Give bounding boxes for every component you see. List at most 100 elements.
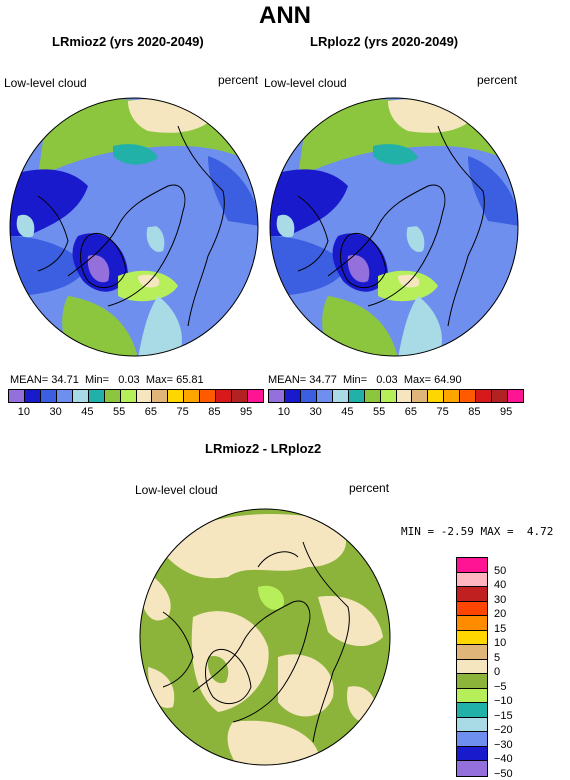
colorbar-swatch xyxy=(88,390,105,402)
colorbar-swatch xyxy=(168,390,185,402)
colorbar-swatch xyxy=(232,390,249,402)
colorbar-tick-label: −20 xyxy=(494,724,513,736)
panel1-units-label: percent xyxy=(218,73,259,87)
main-title: ANN xyxy=(259,2,311,29)
panel1-colorbar xyxy=(8,389,264,403)
colorbar-tick-label: 95 xyxy=(240,406,253,418)
colorbar-swatch xyxy=(444,390,461,402)
colorbar-swatch xyxy=(457,630,487,645)
colorbar-tick-label: −15 xyxy=(494,709,513,722)
colorbar-swatch xyxy=(457,659,487,674)
colorbar-tick-label: 30 xyxy=(309,406,322,418)
colorbar-swatch xyxy=(457,732,487,747)
colorbar-tick-label: 15 xyxy=(494,622,507,635)
colorbar-swatch xyxy=(457,674,487,689)
diff-stats: MIN = -2.59 MAX = 4.72 xyxy=(401,525,554,538)
colorbar-swatch xyxy=(104,390,121,402)
panel1-polar-map xyxy=(9,97,259,357)
colorbar-swatch xyxy=(457,572,487,587)
diff-colorbar-ticks: 50 40 30 20 15 10 5 0 −5 −10 −15 −20 −30 −40 −50 xyxy=(494,557,534,780)
colorbar-tick-label: 30 xyxy=(494,593,507,606)
panel2-colorbar-ticks: 10 30 45 55 65 75 85 95 xyxy=(268,404,522,420)
colorbar-swatch xyxy=(457,601,487,616)
panel2-title: LRploz2 (yrs 2020-2049) xyxy=(310,34,459,49)
diff-units-label: percent xyxy=(349,481,390,495)
colorbar-swatch xyxy=(300,390,317,402)
colorbar-swatch xyxy=(9,390,25,402)
colorbar-swatch xyxy=(457,558,487,573)
colorbar-swatch xyxy=(380,390,397,402)
colorbar-tick-label: −5 xyxy=(494,680,507,693)
colorbar-swatch xyxy=(152,390,169,402)
colorbar-tick-label: 65 xyxy=(144,406,157,418)
colorbar-tick-label: 55 xyxy=(373,406,386,418)
colorbar-swatch xyxy=(24,390,41,402)
colorbar-swatch xyxy=(364,390,381,402)
colorbar-swatch xyxy=(457,688,487,703)
colorbar-tick-label: 0 xyxy=(494,666,501,678)
colorbar-swatch xyxy=(492,390,509,402)
panel2-units-label: percent xyxy=(477,73,518,87)
colorbar-swatch xyxy=(476,390,493,402)
colorbar-swatch xyxy=(200,390,217,402)
diff-colorbar xyxy=(456,557,488,777)
diff-polar-map xyxy=(139,508,391,766)
colorbar-swatch xyxy=(332,390,349,402)
colorbar-swatch xyxy=(457,717,487,732)
colorbar-swatch xyxy=(40,390,57,402)
colorbar-swatch xyxy=(428,390,445,402)
panel1-stats: MEAN= 34.71 Min= 0.03 Max= 65.81 xyxy=(10,374,204,386)
panel1-variable-label: Low-level cloud xyxy=(4,76,87,90)
colorbar-tick-label: 5 xyxy=(494,651,501,664)
colorbar-swatch xyxy=(56,390,73,402)
diff-title: LRmioz2 - LRploz2 xyxy=(205,441,322,456)
colorbar-swatch xyxy=(412,390,429,402)
colorbar-swatch xyxy=(248,390,263,402)
panel2-polar-map xyxy=(269,97,519,357)
colorbar-swatch xyxy=(348,390,365,402)
colorbar-tick-label: 45 xyxy=(81,406,94,418)
diff-variable-label: Low-level cloud xyxy=(135,483,218,497)
colorbar-swatch xyxy=(184,390,201,402)
colorbar-tick-label: 85 xyxy=(468,406,481,418)
colorbar-swatch xyxy=(508,390,523,402)
colorbar-swatch xyxy=(316,390,333,402)
colorbar-tick-label: 75 xyxy=(176,406,189,418)
colorbar-swatch xyxy=(120,390,137,402)
colorbar-swatch xyxy=(72,390,89,402)
colorbar-tick-label: 10 xyxy=(494,637,507,649)
colorbar-tick-label: 95 xyxy=(500,406,513,418)
colorbar-tick-label: −10 xyxy=(494,695,513,707)
colorbar-swatch xyxy=(269,390,285,402)
panel1-title: LRmioz2 (yrs 2020-2049) xyxy=(52,34,204,49)
colorbar-swatch xyxy=(457,645,487,660)
colorbar-swatch xyxy=(284,390,301,402)
colorbar-swatch xyxy=(136,390,153,402)
colorbar-tick-label: 10 xyxy=(17,406,30,418)
colorbar-tick-label: 75 xyxy=(436,406,449,418)
colorbar-tick-label: −50 xyxy=(494,767,513,780)
colorbar-tick-label: −40 xyxy=(494,753,513,765)
colorbar-tick-label: −30 xyxy=(494,738,513,751)
colorbar-tick-label: 85 xyxy=(208,406,221,418)
colorbar-tick-label: 20 xyxy=(494,608,507,620)
colorbar-tick-label: 10 xyxy=(277,406,290,418)
colorbar-swatch xyxy=(457,761,487,776)
panel2-colorbar xyxy=(268,389,524,403)
colorbar-swatch xyxy=(457,616,487,631)
colorbar-swatch xyxy=(460,390,477,402)
colorbar-swatch xyxy=(457,746,487,761)
colorbar-swatch xyxy=(457,703,487,718)
colorbar-swatch xyxy=(216,390,233,402)
colorbar-swatch xyxy=(457,587,487,602)
panel2-variable-label: Low-level cloud xyxy=(264,76,347,90)
colorbar-swatch xyxy=(396,390,413,402)
colorbar-tick-label: 40 xyxy=(494,579,507,591)
colorbar-tick-label: 30 xyxy=(49,406,62,418)
panel2-stats: MEAN= 34.77 Min= 0.03 Max= 64.90 xyxy=(268,374,462,386)
colorbar-tick-label: 65 xyxy=(404,406,417,418)
panel1-colorbar-ticks: 10 30 45 55 65 75 85 95 xyxy=(8,404,262,420)
colorbar-tick-label: 45 xyxy=(341,406,354,418)
colorbar-tick-label: 50 xyxy=(494,564,507,577)
colorbar-tick-label: 55 xyxy=(113,406,126,418)
